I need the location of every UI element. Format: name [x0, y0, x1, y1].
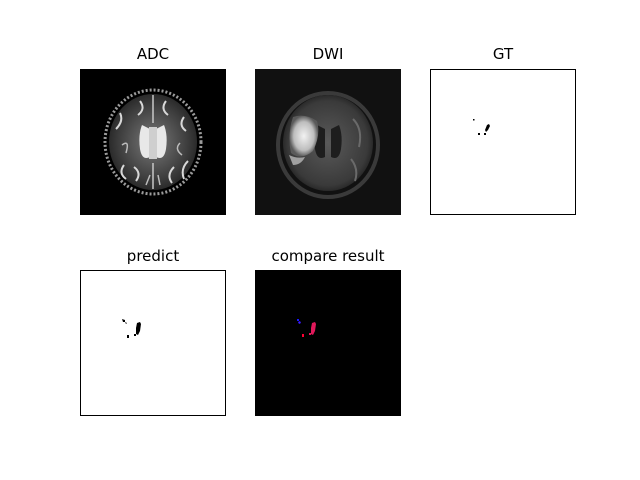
adc-image — [80, 69, 226, 215]
gt-mask — [430, 69, 576, 215]
panel-title-predict: predict — [126, 247, 180, 265]
panel-title-compare: compare result — [271, 247, 385, 265]
predict-mask — [80, 270, 226, 416]
panel-title-adc: ADC — [136, 45, 170, 63]
panel-title-dwi: DWI — [312, 45, 344, 63]
compare-overlay — [255, 270, 401, 416]
panel-title-gt: GT — [492, 45, 514, 63]
dwi-image — [255, 69, 401, 215]
